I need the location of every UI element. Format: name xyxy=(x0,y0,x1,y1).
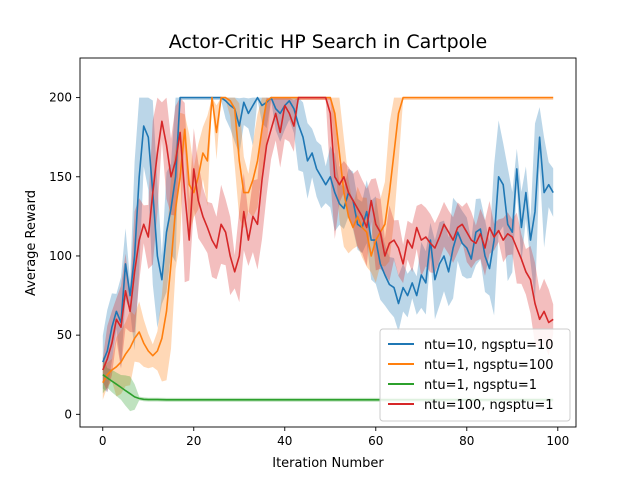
series-3-line xyxy=(102,374,554,401)
axes: 0 20 40 60 80 100 0 50 100 150 200 xyxy=(49,57,577,448)
y-tick-label: 0 xyxy=(64,407,72,421)
legend-entry-label: ntu=1, ngsptu=1 xyxy=(424,378,537,393)
series-4-line xyxy=(102,96,554,371)
x-tick-label: 80 xyxy=(459,434,474,448)
x-tick-label: 0 xyxy=(99,434,107,448)
x-axis-label: Iteration Number xyxy=(272,456,384,471)
x-tick-label: 40 xyxy=(277,434,292,448)
legend: ntu=10, ngsptu=10 ntu=1, ngsptu=100 ntu=1,… xyxy=(379,328,571,422)
x-tick-label: 20 xyxy=(186,434,201,448)
series-2-line xyxy=(102,96,554,384)
legend-entry-label: ntu=100, ngsptu=1 xyxy=(424,398,554,413)
x-tick-label: 100 xyxy=(546,434,569,448)
series-lines xyxy=(102,96,554,401)
y-axis-label: Average Reward xyxy=(24,190,39,296)
y-tick-label: 50 xyxy=(57,328,72,342)
series-1-line xyxy=(102,96,554,363)
x-tick-label: 60 xyxy=(368,434,383,448)
chart-title: Actor-Critic HP Search in Cartpole xyxy=(169,31,488,53)
legend-box xyxy=(379,328,571,422)
legend-entry-label: ntu=10, ngsptu=10 xyxy=(424,338,554,353)
plot-frame xyxy=(79,57,577,428)
y-tick-label: 100 xyxy=(49,249,72,263)
y-tick-label: 150 xyxy=(49,170,72,184)
y-tick-label: 200 xyxy=(49,91,72,105)
legend-entry-label: ntu=1, ngsptu=100 xyxy=(424,358,554,373)
